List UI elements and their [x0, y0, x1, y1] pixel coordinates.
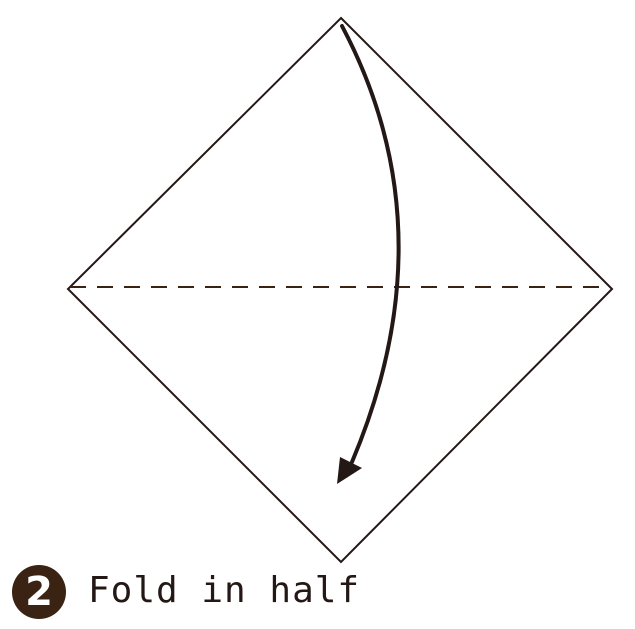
step-instruction: Fold in half [88, 570, 361, 611]
step-number-badge: 2 [12, 565, 66, 619]
fold-arrow-shaft [340, 24, 401, 464]
paper-diamond [66, 16, 614, 564]
fold-arrow-head-icon [337, 457, 362, 484]
